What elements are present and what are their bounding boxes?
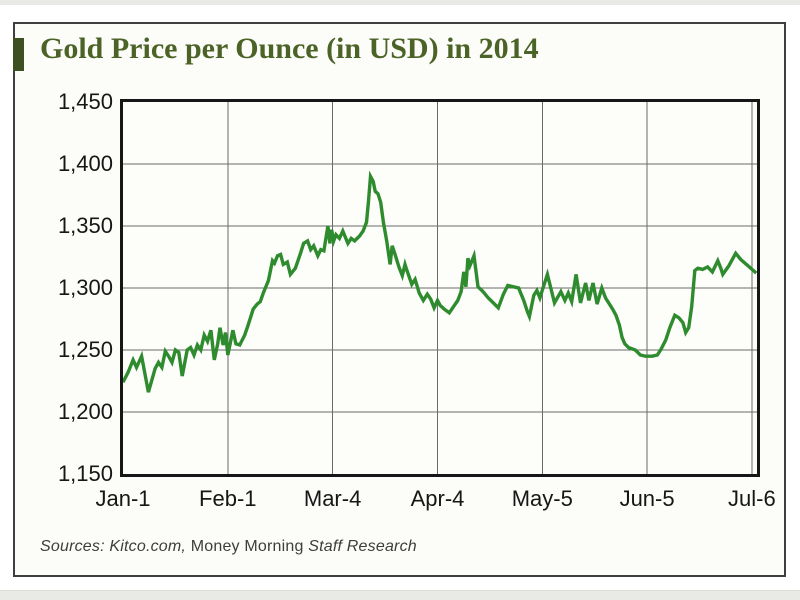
window-edge-bottom bbox=[0, 590, 800, 600]
window-edge-top bbox=[0, 0, 800, 5]
source-note-suffix: Staff Research bbox=[308, 538, 417, 555]
x-axis-tick-label: Feb-1 bbox=[199, 486, 257, 511]
title-accent-bar bbox=[13, 38, 24, 71]
x-axis-tick-label: Jan-1 bbox=[95, 486, 151, 511]
x-axis: Jan-1 Feb-1 Mar-4 Apr-4 May-5 Jun-5 Jul-6 bbox=[95, 486, 775, 516]
y-axis-tick-label: 1,300 bbox=[57, 275, 113, 300]
line-chart-svg bbox=[123, 102, 757, 474]
chart-card: Gold Price per Ounce (in USD) in 2014 1,… bbox=[13, 22, 786, 577]
y-axis-tick-label: 1,250 bbox=[57, 337, 113, 362]
y-axis-tick-label: 1,400 bbox=[57, 151, 113, 176]
source-note-middle: Money Morning bbox=[186, 538, 309, 555]
x-axis-tick-label: Mar-4 bbox=[303, 486, 362, 511]
y-axis: 1,450 1,400 1,350 1,300 1,250 1,200 1,150 bbox=[15, 90, 113, 486]
x-axis-tick-label: May-5 bbox=[511, 486, 573, 511]
y-axis-tick-label: 1,350 bbox=[57, 213, 113, 238]
source-note-prefix: Sources: Kitco.com, bbox=[40, 538, 187, 555]
x-axis-tick-label: Jul-6 bbox=[728, 486, 776, 511]
gold-price-line bbox=[123, 170, 757, 393]
y-axis-tick-label: 1,200 bbox=[57, 399, 113, 424]
x-axis-tick-label: Apr-4 bbox=[410, 486, 465, 511]
y-axis-tick-label: 1,450 bbox=[57, 89, 113, 114]
chart-title: Gold Price per Ounce (in USD) in 2014 bbox=[40, 32, 539, 65]
source-note: Sources: Kitco.com, Money Morning Staff … bbox=[40, 538, 417, 556]
plot-area bbox=[120, 99, 760, 477]
y-axis-tick-label: 1,150 bbox=[57, 461, 113, 486]
x-axis-tick-label: Jun-5 bbox=[619, 486, 675, 511]
